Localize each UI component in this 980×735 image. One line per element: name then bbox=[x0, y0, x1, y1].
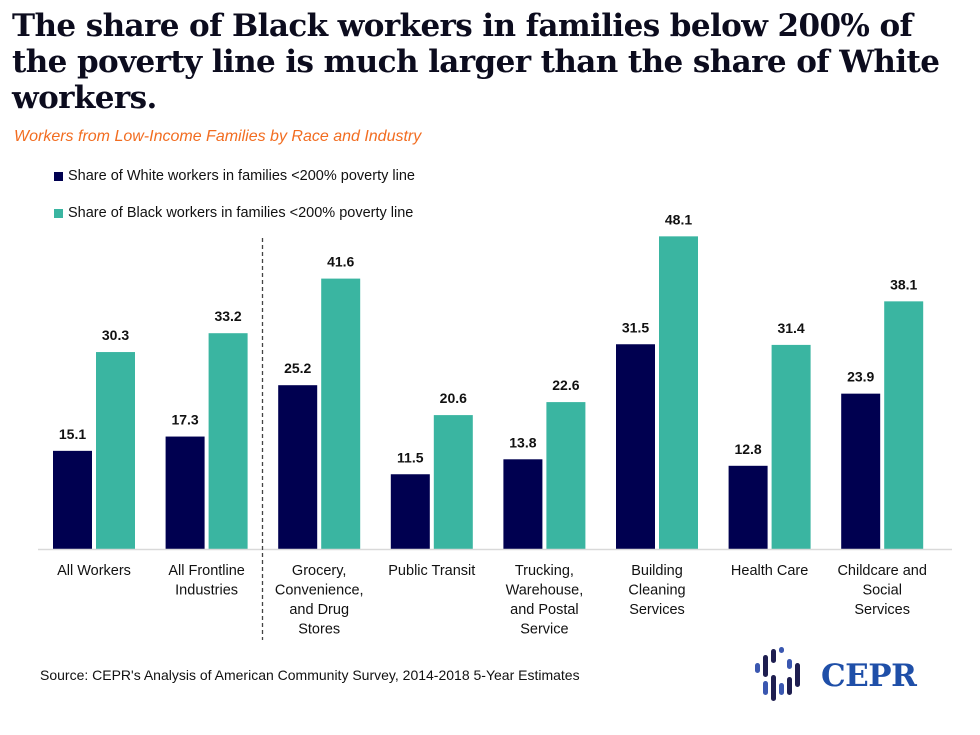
data-label-black-2: 41.6 bbox=[327, 254, 354, 270]
data-label-white-0: 15.1 bbox=[59, 426, 86, 442]
category-label-line: Social bbox=[862, 583, 902, 599]
legend-swatch-white bbox=[54, 171, 63, 181]
category-label-line: Services bbox=[854, 602, 910, 618]
category-label-6: Health Care bbox=[731, 563, 808, 579]
category-label-line: Trucking, bbox=[515, 563, 574, 579]
legend-item-white: Share of White workers in families <200%… bbox=[54, 166, 415, 186]
category-label-3: Public Transit bbox=[388, 563, 475, 579]
data-label-white-6: 12.8 bbox=[734, 441, 761, 457]
bar-black-6 bbox=[771, 344, 811, 549]
category-label-1: All Frontline Industries bbox=[168, 563, 245, 599]
bar-black-3 bbox=[433, 415, 473, 549]
data-label-white-2: 25.2 bbox=[284, 360, 311, 376]
category-label-line: Industries bbox=[175, 583, 238, 599]
legend: Share of White workers in families <200%… bbox=[54, 166, 415, 240]
category-label-line: Childcare and bbox=[837, 563, 926, 579]
bar-black-5 bbox=[659, 236, 698, 549]
bar-black-4 bbox=[546, 402, 586, 549]
category-label-line: All Workers bbox=[57, 563, 131, 579]
chart-subtitle: Workers from Low-Income Families by Race… bbox=[14, 128, 422, 145]
category-label-line: Service bbox=[520, 622, 568, 638]
legend-swatch-black bbox=[54, 208, 63, 218]
data-label-black-0: 30.3 bbox=[102, 327, 129, 343]
data-label-white-3: 11.5 bbox=[397, 449, 424, 465]
category-label-line: Health Care bbox=[731, 563, 808, 579]
cepr-logo: CEPR bbox=[755, 645, 917, 707]
category-label-line: and Postal bbox=[510, 602, 579, 618]
category-label-line: Public Transit bbox=[388, 563, 475, 579]
bar-white-5 bbox=[616, 344, 655, 549]
category-label-5: Building Cleaning Services bbox=[628, 563, 685, 618]
legend-label-black: Share of Black workers in families <200%… bbox=[68, 205, 414, 221]
bar-white-6 bbox=[728, 465, 768, 549]
data-label-black-7: 38.1 bbox=[890, 276, 917, 292]
chart-title: The share of Black workers in families b… bbox=[12, 8, 940, 116]
data-label-black-6: 31.4 bbox=[777, 320, 804, 336]
category-label-7: Childcare and Social Services bbox=[837, 563, 926, 618]
data-label-black-5: 48.1 bbox=[665, 211, 692, 227]
data-label-white-1: 17.3 bbox=[171, 412, 198, 428]
bar-white-7 bbox=[841, 393, 881, 549]
category-label-line: and Drug bbox=[289, 602, 349, 618]
data-label-white-7: 23.9 bbox=[847, 369, 874, 385]
category-label-2: Grocery, Convenience, and Drug Stores bbox=[275, 563, 364, 638]
data-label-black-4: 22.6 bbox=[552, 377, 579, 393]
bar-black-0 bbox=[96, 352, 135, 549]
cepr-logo-text: CEPR bbox=[821, 658, 917, 694]
bar-white-4 bbox=[503, 459, 543, 549]
category-label-4: Trucking, Warehouse, and Postal Service bbox=[506, 563, 584, 638]
category-label-line: Building bbox=[631, 563, 683, 579]
data-label-white-5: 31.5 bbox=[622, 319, 649, 335]
category-label-line: Convenience, bbox=[275, 583, 364, 599]
legend-item-black: Share of Black workers in families <200%… bbox=[54, 203, 415, 223]
category-label-line: Stores bbox=[298, 622, 340, 638]
bar-white-2 bbox=[278, 385, 318, 549]
bar-black-2 bbox=[321, 278, 361, 549]
data-label-black-3: 20.6 bbox=[440, 390, 467, 406]
legend-label-white: Share of White workers in families <200%… bbox=[68, 168, 415, 184]
category-label-line: Grocery, bbox=[292, 563, 347, 579]
category-label-line: Warehouse, bbox=[506, 583, 584, 599]
data-label-black-1: 33.2 bbox=[214, 308, 241, 324]
category-label-line: Cleaning bbox=[628, 583, 685, 599]
category-label-0: All Workers bbox=[57, 563, 131, 579]
category-label-line: Services bbox=[629, 602, 685, 618]
bar-white-0 bbox=[53, 450, 92, 549]
bar-black-7 bbox=[884, 301, 924, 549]
cepr-logo-icon bbox=[755, 647, 800, 701]
bar-white-1 bbox=[165, 436, 205, 549]
category-label-line: All Frontline bbox=[168, 563, 245, 579]
source-note: Source: CEPR's Analysis of American Comm… bbox=[40, 667, 580, 683]
bar-white-3 bbox=[390, 474, 430, 549]
bar-black-1 bbox=[208, 333, 248, 549]
data-label-white-4: 13.8 bbox=[509, 434, 536, 450]
